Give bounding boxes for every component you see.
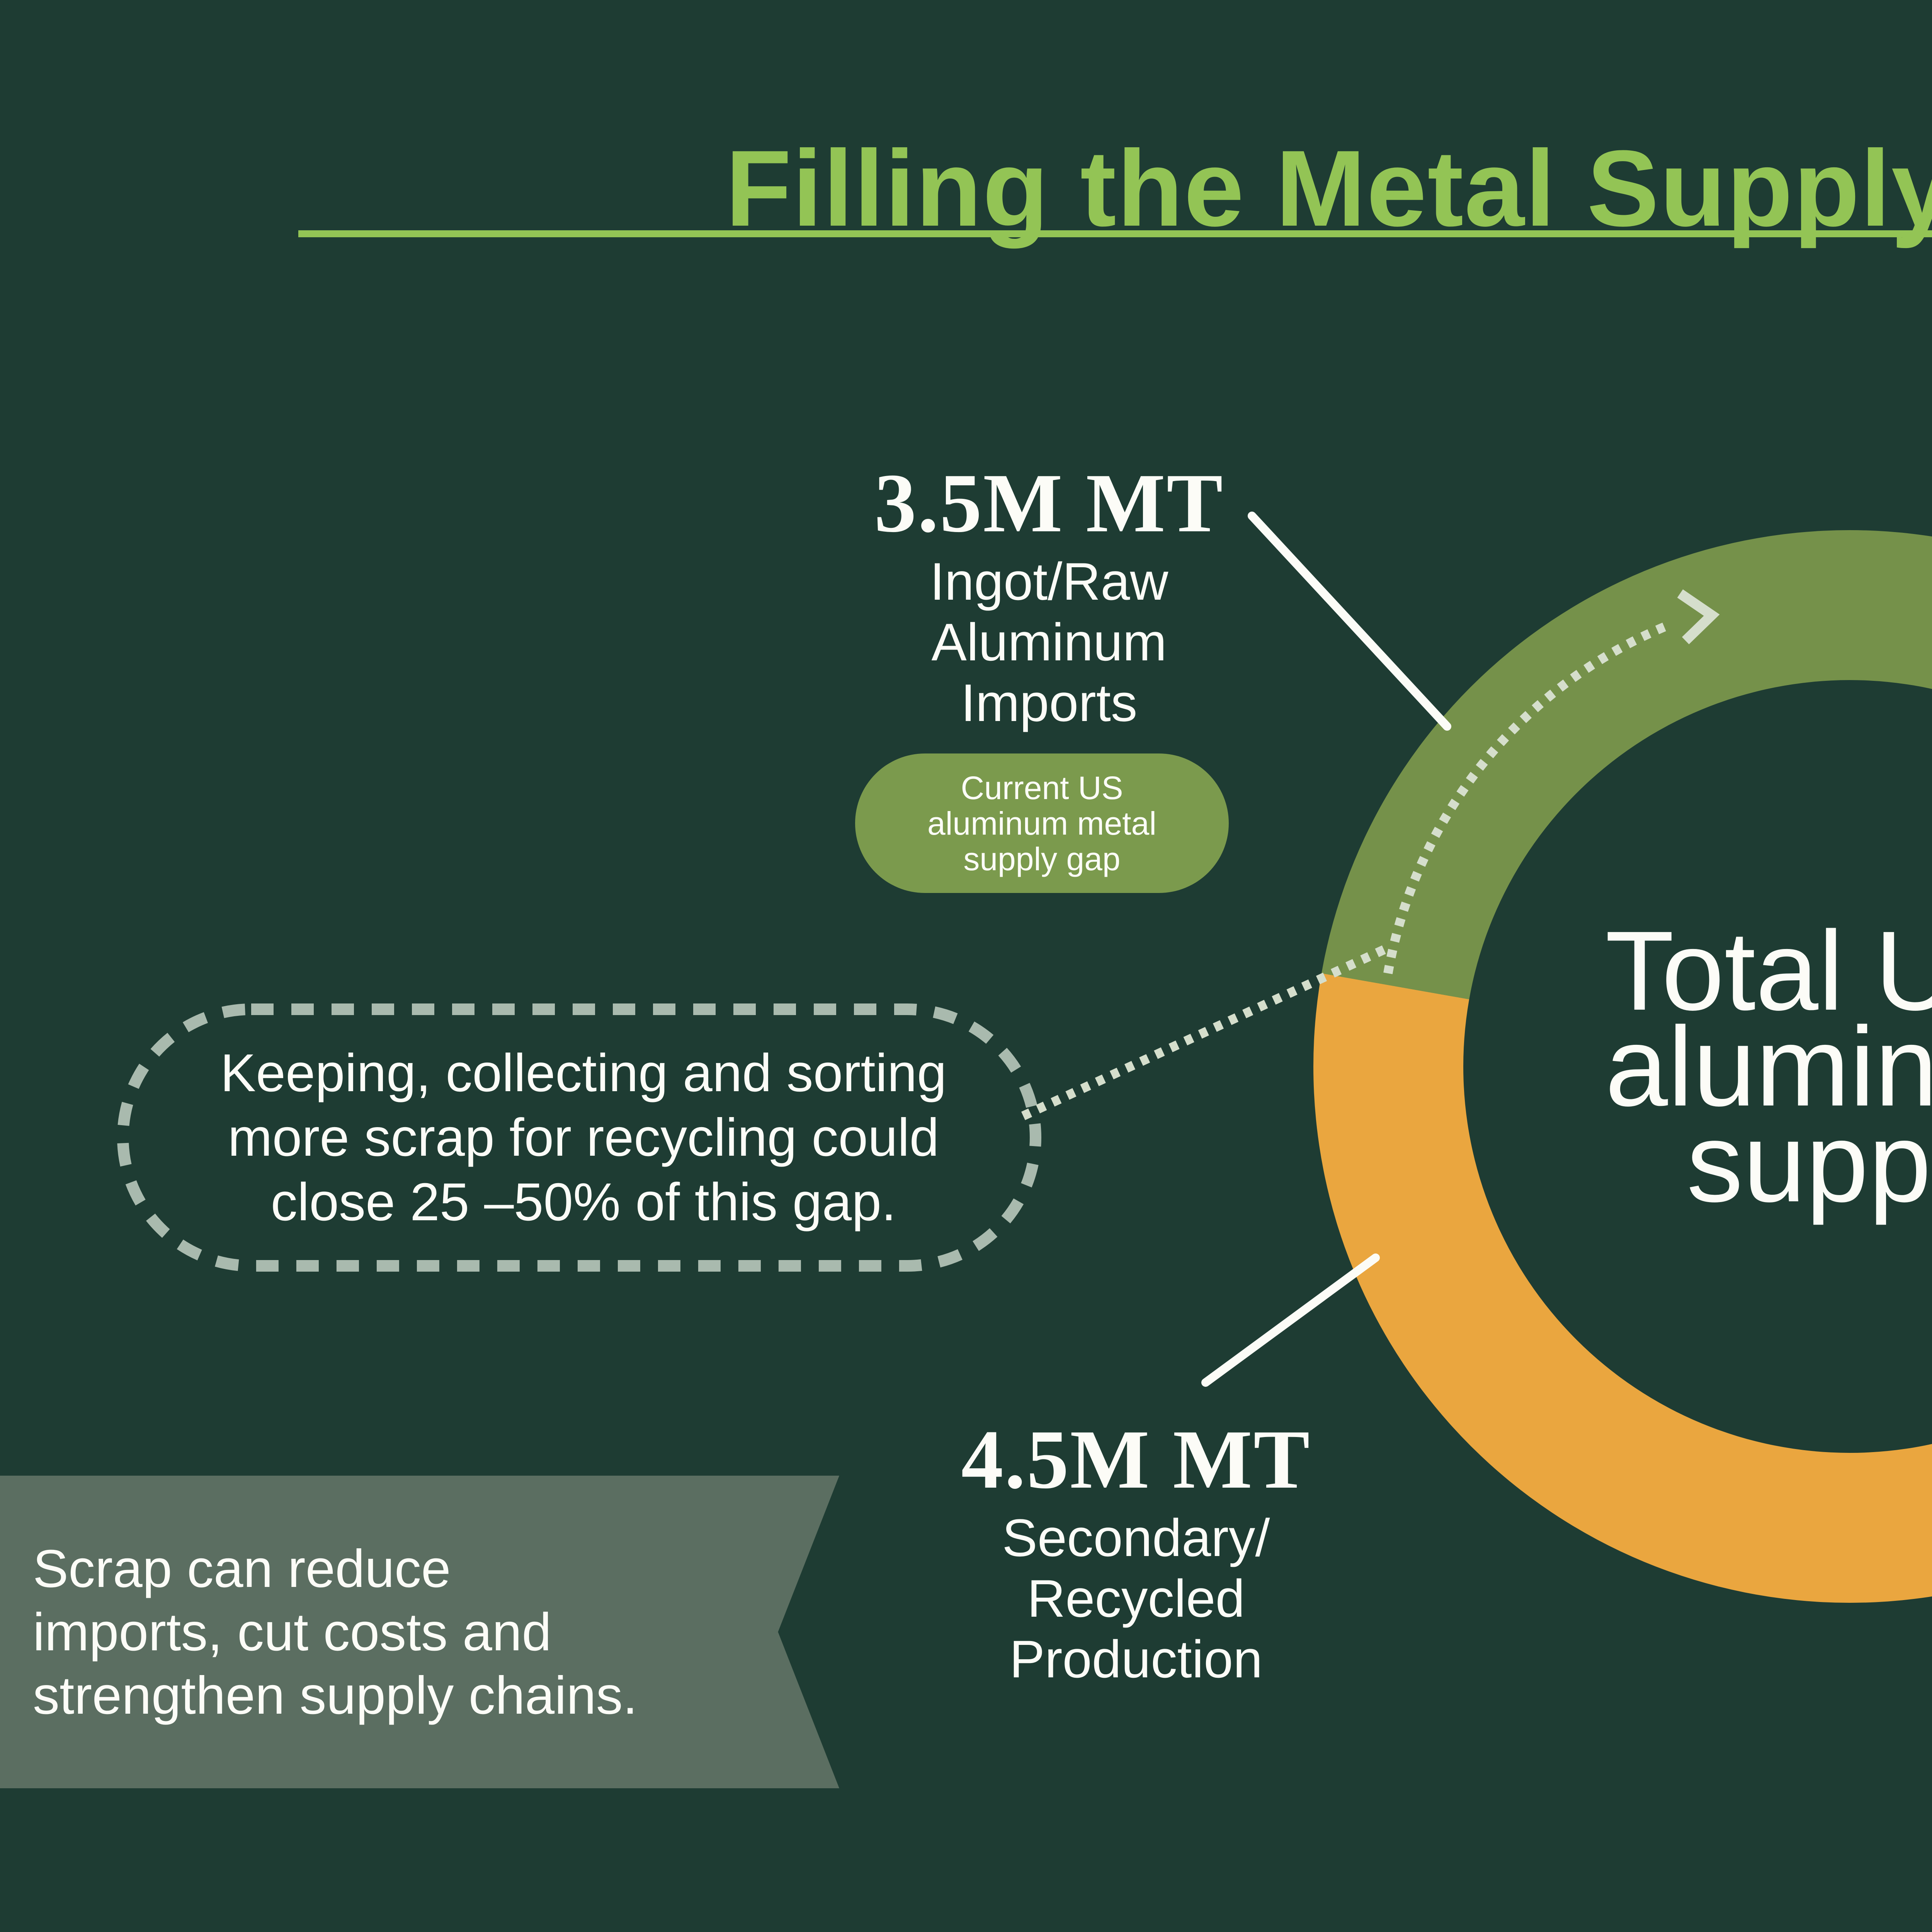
footnote-banner: Scrap can reduce imports, cut costs and … [0,1476,839,1788]
center-line-1: Total U.S. [1605,908,1932,1034]
segment-name-ingot-line3: Imports [961,673,1138,733]
segment-label-ingot: 3.5M MT Ingot/Raw Aluminum Imports [692,460,1406,733]
callout-bubble-border [117,1003,1041,1272]
segment-name-secondary-line2: Recycled [1027,1569,1245,1628]
segment-name-ingot-line2: Aluminum [931,613,1167,672]
gap-dotted-arc [1383,621,1668,975]
leader-line-ingot [1248,512,1451,731]
footnote-line1: Scrap can reduce [33,1539,451,1599]
title-underline [298,230,1932,237]
callout-text: Keeping, collecting and sorting more scr… [151,1041,1016,1235]
segment-name-secondary: Secondary/ Recycled Production [779,1508,1493,1690]
segment-name-ingot: Ingot/Raw Aluminum Imports [692,551,1406,733]
segment-name-ingot-line1: Ingot/Raw [930,552,1168,611]
arrowhead-chevron-icon [1677,589,1720,645]
badge-line1: Current US [961,769,1123,806]
segment-label-secondary: 4.5M MT Secondary/ Recycled Production [779,1416,1493,1690]
supply-gap-badge: Current US aluminum metal supply gap [855,753,1229,893]
donut-center-label: Total U.S. aluminum supply [1605,908,1932,1225]
callout-line3: close 25 –50% of this gap. [270,1172,896,1232]
gap-dotted-leader-line [1021,943,1391,1120]
callout-line1: Keeping, collecting and sorting [220,1043,947,1103]
center-line-2: aluminum [1605,1003,1932,1129]
badge-line3: supply gap [963,840,1121,877]
footnote-line2: imports, cut costs and [33,1602,552,1662]
segment-value-secondary: 4.5M MT [961,1413,1311,1506]
center-line-3: supply [1686,1099,1932,1225]
page-title: Filling the Metal Supply Gap [725,128,1932,249]
badge-line2: aluminum metal [927,805,1156,842]
leader-line-secondary [1201,1253,1380,1387]
segment-name-secondary-line3: Production [1009,1630,1263,1689]
segment-name-secondary-line1: Secondary/ [1002,1509,1270,1568]
segment-value-ingot: 3.5M MT [874,457,1224,550]
callout-line2: more scrap for recycling could [228,1108,939,1167]
footnote-line3: strengthen supply chains. [33,1665,638,1725]
